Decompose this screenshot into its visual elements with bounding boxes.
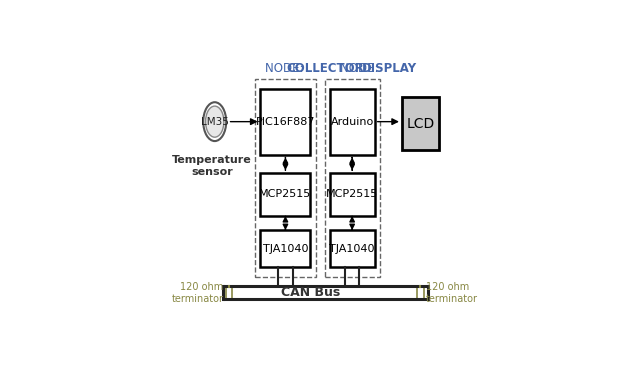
Text: Arduino: Arduino [330,116,374,127]
Bar [226,287,232,299]
Text: PIC16F887: PIC16F887 [256,116,315,127]
Text: DISPLAY: DISPLAY [362,62,417,75]
Bar [330,173,375,216]
Text: NODE:: NODE: [265,62,307,75]
Bar [417,287,423,299]
Bar [325,79,381,278]
Text: TJA1040: TJA1040 [263,244,308,254]
Text: LCD: LCD [406,117,435,131]
Text: MCP2515: MCP2515 [326,190,378,200]
Text: Temperature
sensor: Temperature sensor [172,155,252,177]
Text: 120 ohm
terminator: 120 ohm terminator [171,282,224,303]
Text: NODE:: NODE: [340,62,382,75]
Bar [261,230,310,267]
Text: 120 ohm
terminator: 120 ohm terminator [426,282,478,303]
Bar [402,97,439,150]
Text: LM35: LM35 [201,116,229,127]
Text: TJA1040: TJA1040 [329,244,375,254]
Bar [255,79,316,278]
Bar [330,89,375,154]
Text: COLLECTOR: COLLECTOR [286,62,364,75]
Bar [330,230,375,267]
Text: CAN Bus: CAN Bus [281,286,340,299]
Bar [261,173,310,216]
Text: MCP2515: MCP2515 [259,190,311,200]
Bar [261,89,310,154]
Ellipse shape [203,102,226,141]
Ellipse shape [205,106,224,137]
